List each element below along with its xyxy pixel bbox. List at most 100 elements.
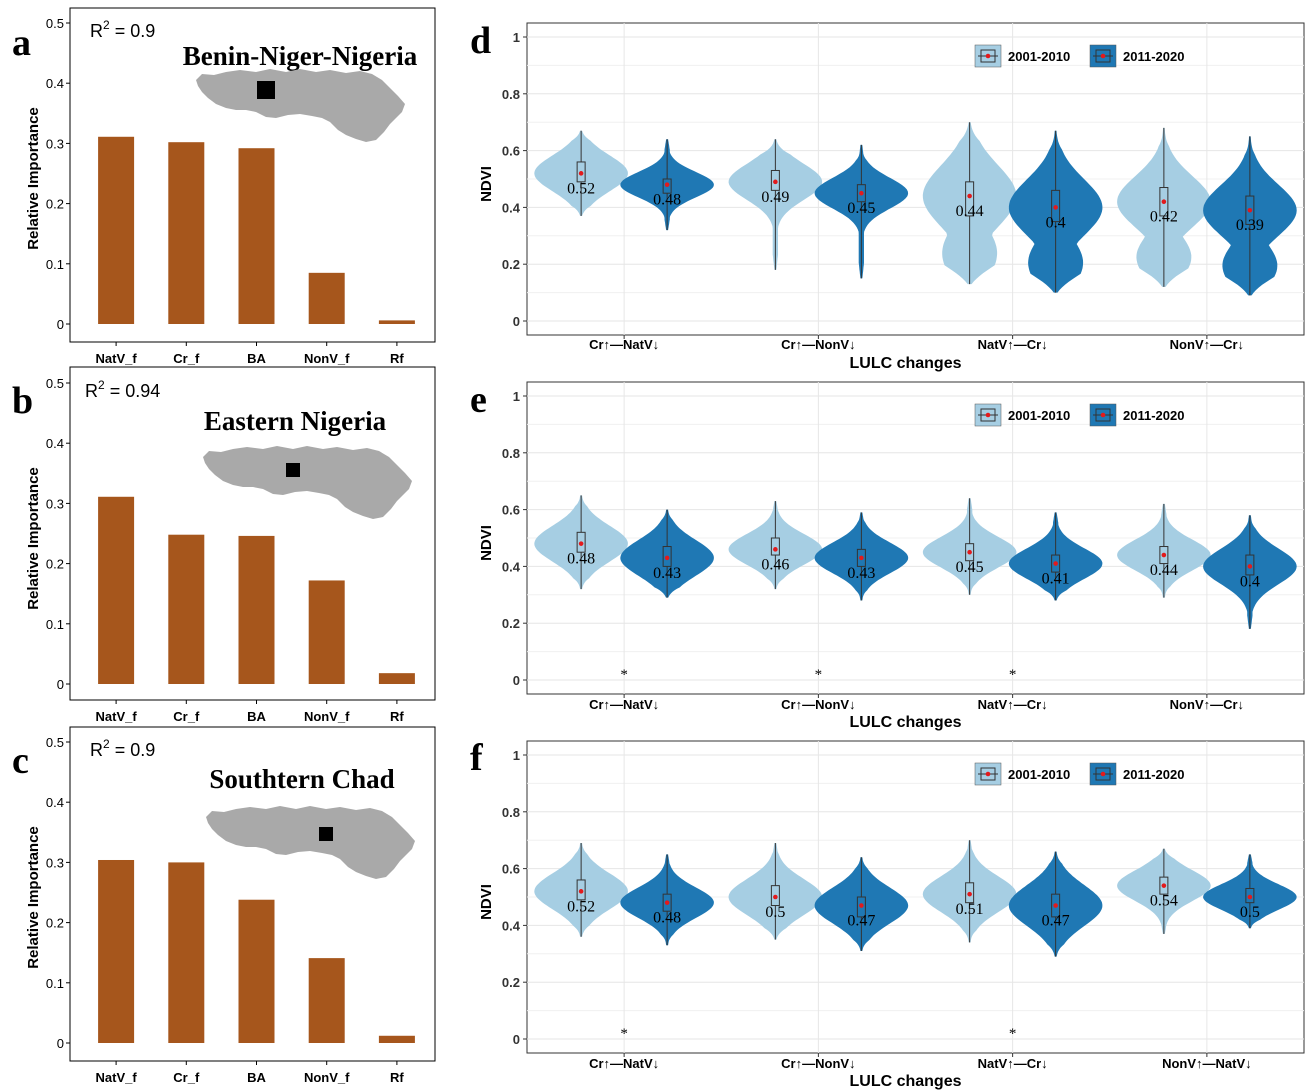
- legend-entry: 2001-2010: [974, 762, 1070, 786]
- y-tick-label: 0.4: [502, 200, 521, 215]
- x-tick-label: Cr↑—NatV↓: [589, 1056, 659, 1071]
- violin-2011-2020-NatV↑—Cr↓: 0.47: [1008, 851, 1103, 957]
- mean-dot: [1247, 894, 1253, 900]
- mean-dot: [1053, 205, 1058, 210]
- mean-dot: [773, 179, 778, 185]
- r-squared-label: R2 = 0.9: [90, 737, 155, 760]
- mean-dot: [1247, 207, 1253, 213]
- violin-2011-2020-Cr↑—NonV↓: 0.47: [814, 857, 909, 951]
- violin-2001-2010-Cr↑—NonV↓: 0.5: [728, 843, 823, 940]
- y-tick-label: 1: [513, 30, 520, 45]
- africa-map-shape: [203, 446, 412, 519]
- legend-entry: 2001-2010: [974, 44, 1070, 68]
- y-tick-label: 0: [57, 1036, 64, 1051]
- plot-frame: [69, 366, 436, 701]
- violin-2011-2020-NonV↑—Cr↓: 0.4: [1203, 515, 1297, 629]
- x-tick-label: NonV↑—NatV↓: [1162, 1056, 1252, 1071]
- x-axis-label: LULC changes: [849, 355, 961, 372]
- y-tick-label: 0.8: [502, 805, 520, 820]
- mean-dot: [1247, 564, 1253, 569]
- x-tick-label: Cr_f: [173, 1070, 200, 1085]
- x-tick-label: NatV↑—Cr↓: [978, 337, 1048, 352]
- study-area-marker: [286, 463, 300, 477]
- africa-map-shape: [206, 806, 415, 879]
- violin-2011-2020-NonV↑—Cr↓: 0.39: [1203, 136, 1297, 296]
- bar-BA: [238, 899, 275, 1043]
- y-tick-label: 0.3: [46, 496, 64, 511]
- panel-c: c 0 0.1 0.2 0.3 0.4 0.5 Relative Importance NatV…: [12, 726, 436, 1085]
- x-tick-label: NatV↑—Cr↓: [978, 697, 1048, 712]
- y-tick-label: 0: [513, 314, 520, 329]
- y-tick-label: 0: [57, 317, 64, 332]
- mean-value-label: 0.45: [847, 200, 875, 217]
- plot-frame: [69, 726, 436, 1062]
- bar-BA: [238, 535, 275, 684]
- mean-dot: [578, 171, 584, 176]
- y-tick-label: 0.4: [502, 918, 521, 933]
- mean-value-label: 0.44: [956, 203, 984, 220]
- panel-b: b 0 0.1 0.2 0.3 0.4 0.5 Relative Importance NatV…: [12, 366, 436, 724]
- mean-value-label: 0.46: [761, 556, 789, 573]
- y-axis-label: NDVI: [478, 166, 495, 202]
- panel-letter: a: [12, 22, 31, 64]
- x-tick-label: Cr↑—NatV↓: [589, 697, 659, 712]
- mean-value-label: 0.54: [1150, 893, 1178, 910]
- mean-dot: [1161, 883, 1167, 888]
- panel-d: d 0 0.2 0.4 0.6 0.8 1 NDVI Cr↑—NatV↓ Cr↑—NonV↓ Nat…: [470, 20, 1305, 372]
- mean-value-label: 0.5: [1240, 904, 1260, 921]
- mean-dot: [967, 891, 972, 897]
- bar-BA: [238, 148, 275, 324]
- legend-mean-dot: [1100, 53, 1106, 59]
- x-tick-label: Cr↑—NonV↓: [781, 697, 855, 712]
- bar-Rf: [378, 1035, 415, 1043]
- y-tick-label: 0.8: [502, 446, 520, 461]
- region-title: Eastern Nigeria: [204, 406, 387, 436]
- legend-label: 2001-2010: [1008, 408, 1070, 423]
- legend-entry: 2001-2010: [974, 403, 1070, 427]
- violin-2011-2020-NonV↑—NatV↓: 0.5: [1203, 854, 1297, 929]
- legend-mean-dot: [1100, 412, 1106, 418]
- bar-NatV_f: [98, 136, 135, 324]
- violin-2011-2020-Cr↑—NonV↓: 0.45: [814, 144, 909, 279]
- y-tick-label: 0.2: [502, 616, 520, 631]
- mean-dot: [859, 190, 864, 196]
- mean-dot: [664, 182, 670, 187]
- legend-label: 2011-2020: [1123, 408, 1184, 423]
- study-area-marker: [257, 81, 275, 99]
- y-tick-label: 0: [57, 677, 64, 692]
- x-tick-label: NonV↑—Cr↓: [1170, 337, 1244, 352]
- violin-2001-2010-NatV↑—Cr↓: 0.44: [922, 122, 1017, 285]
- mean-value-label: 0.41: [1042, 571, 1070, 588]
- x-tick-label: NonV_f: [304, 1070, 350, 1085]
- legend-label: 2011-2020: [1123, 49, 1184, 64]
- y-tick-label: 0.1: [46, 976, 64, 991]
- y-tick-label: 0.8: [502, 87, 520, 102]
- box: [770, 537, 780, 556]
- x-tick-label: NatV↑—Cr↓: [978, 1056, 1048, 1071]
- x-tick-label: Cr↑—NonV↓: [781, 337, 855, 352]
- mean-dot: [773, 894, 778, 900]
- mean-value-label: 0.43: [847, 565, 875, 582]
- inset-map: [196, 69, 405, 142]
- y-tick-label: 0.3: [46, 136, 64, 151]
- x-tick-label: Rf: [390, 1070, 404, 1085]
- mean-value-label: 0.44: [1150, 562, 1178, 579]
- x-tick-label: NatV_f: [96, 1070, 138, 1085]
- y-tick-label: 0.2: [502, 257, 520, 272]
- mean-dot: [773, 547, 778, 552]
- mean-dot: [578, 889, 584, 894]
- x-axis-label: LULC changes: [849, 1073, 961, 1090]
- legend-mean-dot: [985, 771, 991, 777]
- y-tick-label: 1: [513, 748, 520, 763]
- x-tick-label: NonV_f: [304, 351, 350, 366]
- bar-NonV_f: [308, 272, 345, 324]
- bar-Rf: [378, 673, 415, 684]
- bar-NonV_f: [308, 958, 345, 1043]
- x-tick-label: NonV↑—Cr↓: [1170, 697, 1244, 712]
- study-area-marker: [319, 827, 333, 841]
- mean-dot: [967, 193, 972, 199]
- mean-value-label: 0.45: [956, 559, 984, 576]
- mean-dot: [1053, 561, 1058, 566]
- legend-entry: 2011-2020: [1089, 44, 1184, 68]
- panel-letter: d: [470, 20, 491, 62]
